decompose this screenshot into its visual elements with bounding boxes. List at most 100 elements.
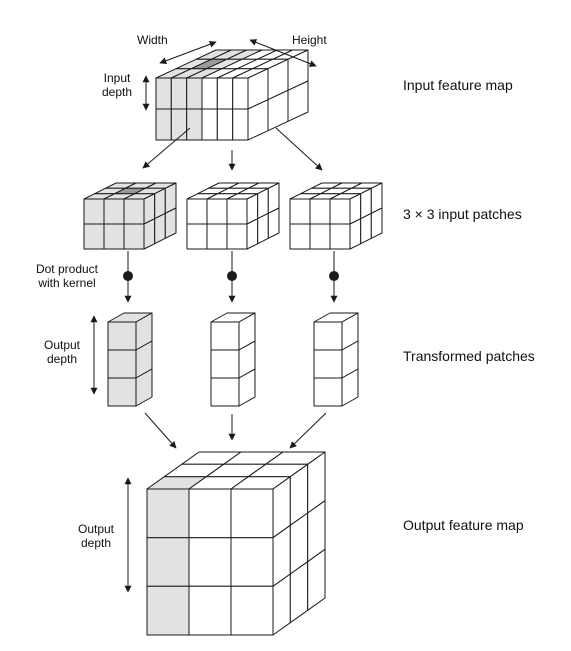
cell — [329, 198, 351, 225]
transformed-patch-2 — [210, 312, 256, 407]
dot-product-dot-1 — [123, 271, 133, 281]
front-face — [146, 488, 274, 636]
cell — [170, 108, 188, 141]
front-face — [289, 198, 351, 250]
cell — [170, 77, 188, 110]
cell — [155, 108, 172, 141]
cell — [206, 223, 228, 250]
cell — [313, 377, 343, 407]
section-input-patches: 3 × 3 input patches — [403, 206, 522, 222]
cell — [230, 585, 274, 636]
cell — [210, 349, 240, 379]
front-face — [155, 77, 249, 141]
arrow-transformed-1-to-output — [144, 412, 177, 449]
cell — [107, 349, 137, 379]
cell — [232, 77, 249, 110]
dot-product-dot-2 — [227, 271, 237, 281]
height-label: Height — [292, 33, 327, 47]
cell — [210, 377, 240, 407]
cell — [164, 207, 177, 239]
cell — [186, 77, 203, 110]
output-depth-label-line2: depth — [46, 352, 78, 366]
section-input-feature-map: Input feature map — [403, 77, 513, 93]
cell — [83, 223, 105, 250]
side-face — [143, 182, 177, 250]
cell — [188, 537, 232, 587]
input-feature-map — [155, 49, 309, 141]
side-face — [246, 182, 280, 250]
top-face — [83, 182, 177, 200]
arrow-transformed-3-to-output — [289, 412, 327, 449]
cell — [238, 368, 256, 407]
cell — [83, 198, 105, 225]
cell — [146, 537, 190, 587]
input-patch-2 — [186, 182, 280, 250]
input-depth-label: Input depth — [92, 71, 142, 99]
cell — [210, 321, 240, 351]
front-face — [313, 321, 343, 407]
cell — [313, 349, 343, 379]
cell — [370, 207, 383, 239]
cell — [309, 223, 331, 250]
cell — [103, 223, 125, 250]
front-face — [210, 321, 240, 407]
top-face — [186, 182, 280, 200]
cell — [341, 368, 359, 407]
output-depth-label-2-line2: depth — [80, 536, 112, 550]
cell — [307, 548, 326, 611]
output-depth-label-2-line1: Output — [77, 522, 115, 536]
cell — [186, 223, 208, 250]
cell — [329, 223, 351, 250]
cell — [186, 108, 203, 141]
cell — [216, 108, 234, 141]
cell — [201, 108, 218, 141]
dot-product-label-line2: with kernel — [38, 276, 96, 290]
cell — [188, 488, 232, 539]
dot-product-label-line1: Dot product — [35, 262, 99, 276]
cell — [257, 212, 269, 245]
cell — [226, 198, 248, 225]
front-face — [107, 321, 137, 407]
dot-product-label: Dot product with kernel — [27, 262, 107, 290]
cell — [309, 198, 331, 225]
dot-product-dot-3 — [329, 271, 339, 281]
cell — [154, 212, 166, 245]
cell — [103, 198, 125, 225]
input-patch-3 — [289, 182, 383, 250]
cell — [267, 207, 280, 239]
cell — [107, 321, 137, 351]
output-depth-label-line1: Output — [43, 338, 81, 352]
width-label: Width — [137, 33, 168, 47]
cell — [246, 218, 259, 250]
cell — [216, 77, 234, 110]
cell — [230, 537, 274, 587]
section-transformed-patches: Transformed patches — [403, 348, 535, 364]
side-face — [135, 312, 153, 407]
output-depth-label-2: Output depth — [66, 522, 126, 550]
cell — [135, 368, 153, 407]
cell — [226, 223, 248, 250]
input-depth-label-line1: Input — [103, 71, 131, 85]
cell — [349, 218, 362, 250]
arrow-map-to-patch-3 — [275, 127, 323, 171]
cell — [206, 198, 228, 225]
cell — [186, 198, 208, 225]
cell — [188, 585, 232, 636]
cell — [287, 80, 309, 122]
arrow-map-to-patch-1 — [142, 127, 191, 169]
cell — [232, 108, 249, 141]
cell — [107, 377, 137, 407]
cell — [143, 218, 156, 250]
width-arrow — [159, 40, 217, 65]
section-output-feature-map: Output feature map — [403, 517, 524, 533]
cell — [360, 212, 372, 245]
output-depth-label: Output depth — [32, 338, 92, 366]
input-patch-1 — [83, 182, 177, 250]
side-face — [349, 182, 383, 250]
input-depth-label-line2: depth — [101, 85, 133, 99]
side-face — [238, 312, 256, 407]
output-feature-map — [146, 451, 326, 636]
front-face — [186, 198, 248, 250]
